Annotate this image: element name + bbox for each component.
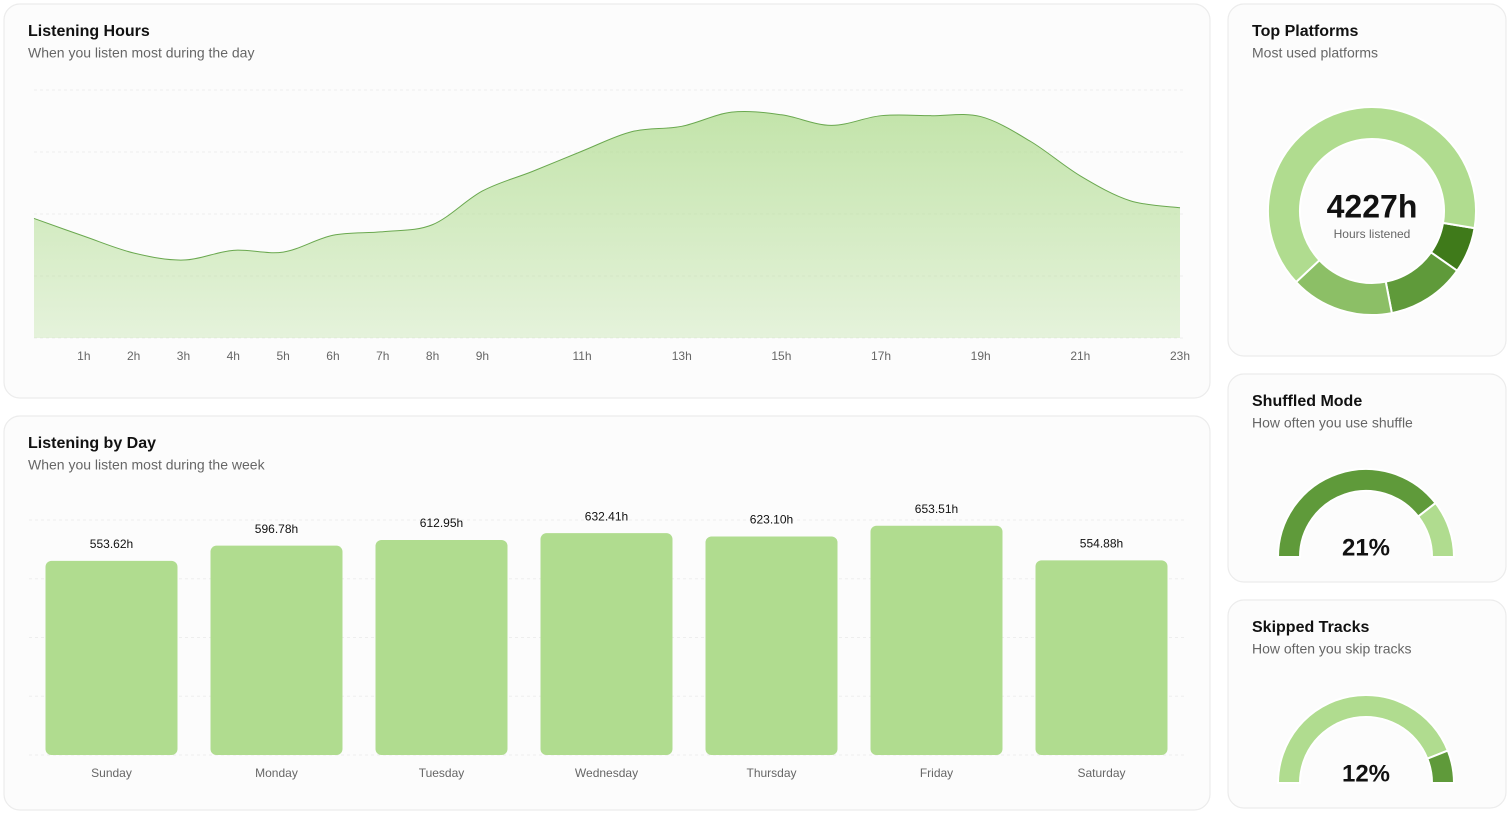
value-label: 632.41h bbox=[585, 509, 628, 523]
gauge-value bbox=[1426, 749, 1456, 784]
x-tick-label: 4h bbox=[227, 349, 240, 363]
x-tick-label: 19h bbox=[971, 349, 991, 363]
x-tick-label: 1h bbox=[77, 349, 90, 363]
card-title: Top Platforms bbox=[1252, 23, 1358, 40]
bar bbox=[1035, 560, 1168, 755]
value-label: 653.51h bbox=[915, 502, 958, 516]
card-subtitle: When you listen most during the day bbox=[28, 45, 254, 61]
card-title: Listening by Day bbox=[28, 435, 156, 452]
gauge-track bbox=[1276, 694, 1450, 784]
bar bbox=[870, 525, 1003, 755]
x-tick-label: 21h bbox=[1070, 349, 1090, 363]
card-title: Skipped Tracks bbox=[1252, 619, 1369, 636]
x-tick-label: 8h bbox=[426, 349, 439, 363]
value-label: 623.10h bbox=[750, 513, 793, 527]
x-tick-label: Thursday bbox=[746, 766, 796, 780]
card-subtitle: How often you use shuffle bbox=[1252, 415, 1413, 431]
x-tick-label: 5h bbox=[276, 349, 289, 363]
x-tick-label: Tuesday bbox=[419, 766, 465, 780]
x-tick-label: 13h bbox=[672, 349, 692, 363]
center-value: 4227h bbox=[1327, 188, 1418, 224]
x-tick-label: 17h bbox=[871, 349, 891, 363]
area bbox=[34, 111, 1180, 338]
area-line bbox=[33, 110, 1181, 261]
gauge-label: 12% bbox=[1342, 760, 1390, 787]
x-tick-label: Saturday bbox=[1077, 766, 1125, 780]
card-subtitle: When you listen most during the week bbox=[28, 457, 266, 473]
card-subtitle: How often you skip tracks bbox=[1252, 641, 1412, 657]
x-tick-label: 3h bbox=[177, 349, 190, 363]
x-tick-label: Monday bbox=[255, 766, 298, 780]
value-label: 553.62h bbox=[90, 537, 133, 551]
bar bbox=[705, 536, 838, 755]
x-tick-label: Friday bbox=[920, 766, 953, 780]
x-tick-label: 11h bbox=[573, 349, 592, 363]
value-label: 554.88h bbox=[1080, 537, 1123, 551]
x-tick-label: Wednesday bbox=[575, 766, 638, 780]
gauge-value bbox=[1416, 501, 1456, 558]
bar bbox=[210, 545, 343, 755]
bar bbox=[45, 560, 178, 755]
card-title: Shuffled Mode bbox=[1252, 393, 1362, 410]
pie-slice bbox=[1267, 106, 1477, 284]
x-tick-label: 6h bbox=[326, 349, 339, 363]
card-title: Listening Hours bbox=[28, 23, 150, 40]
gauge-label: 21% bbox=[1342, 534, 1390, 561]
bar bbox=[540, 533, 673, 755]
bar bbox=[375, 540, 508, 755]
x-tick-label: Sunday bbox=[91, 766, 132, 780]
value-label: 596.78h bbox=[255, 522, 298, 536]
x-tick-label: 7h bbox=[376, 349, 389, 363]
x-tick-label: 2h bbox=[127, 349, 140, 363]
x-tick-label: 15h bbox=[771, 349, 791, 363]
center-caption: Hours listened bbox=[1334, 227, 1411, 241]
card-subtitle: Most used platforms bbox=[1252, 45, 1378, 61]
x-tick-label: 23h bbox=[1170, 349, 1190, 363]
value-label: 612.95h bbox=[420, 516, 463, 530]
x-tick-label: 9h bbox=[476, 349, 489, 363]
